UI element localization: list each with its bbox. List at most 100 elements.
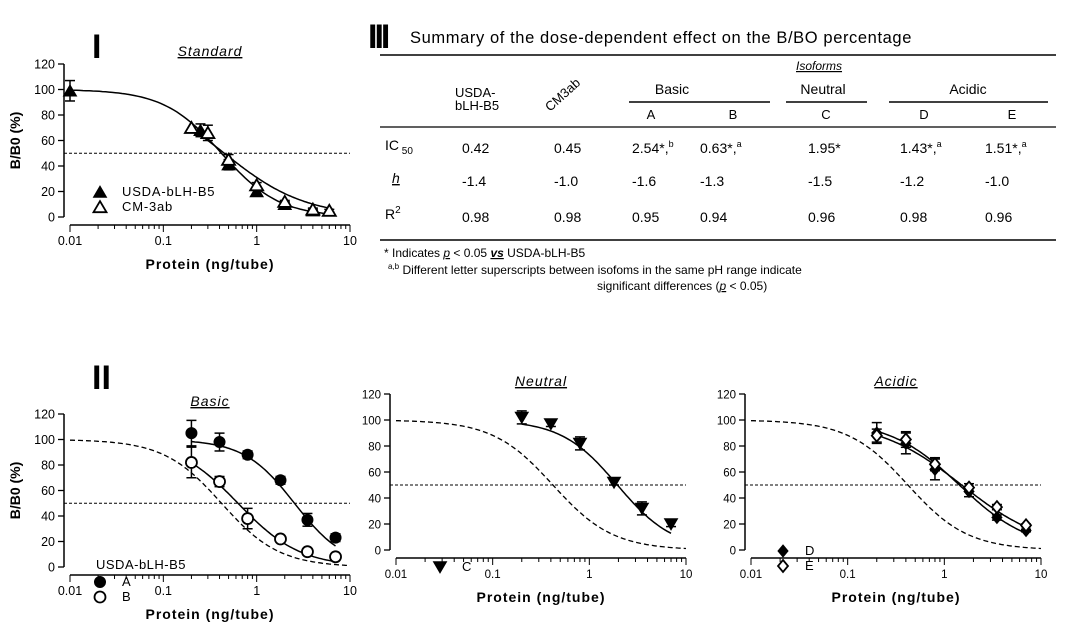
- table-cell: -1.5: [808, 173, 832, 189]
- data-point: [329, 550, 342, 564]
- chart-standard: 0 20 40 60 80 100 120 0.01 0.1 1 10 Protein (ng/tub…: [7, 43, 357, 272]
- table-cell: 0.96: [985, 209, 1012, 225]
- y-tick-label: 40: [723, 494, 736, 506]
- table-cell: 0.63*,a: [700, 139, 742, 156]
- data-point: [93, 590, 107, 604]
- data-point: [199, 125, 216, 139]
- y-tick-label: 40: [41, 160, 55, 174]
- row-label: h: [392, 170, 400, 186]
- x-tick-label: 1: [941, 569, 947, 581]
- table-cell: 1.43*,a: [900, 139, 942, 156]
- x-tick-label: 1: [253, 584, 260, 598]
- x-tick-label: 10: [680, 569, 693, 581]
- y-tick-label: 0: [48, 211, 55, 225]
- y-tick-label: 120: [34, 58, 55, 72]
- fit-curve: [521, 423, 672, 534]
- x-tick-label: 0.01: [385, 569, 407, 581]
- data-point: [91, 199, 109, 214]
- y-tick-label: 80: [723, 442, 736, 454]
- table-cell: 0.94: [700, 209, 727, 225]
- y-tick-label: 60: [368, 468, 381, 480]
- fit-curve: [876, 434, 1027, 528]
- legend-header: USDA-bLH-B5: [96, 557, 186, 572]
- table-cell: 1.95*: [808, 140, 841, 156]
- data-point: [663, 518, 679, 531]
- data-point: [92, 185, 108, 198]
- data-point: [543, 418, 559, 431]
- y-tick-label: 60: [41, 484, 55, 498]
- col-header-E: E: [1008, 107, 1017, 122]
- col-header-A: A: [647, 107, 656, 122]
- fit-curve: [876, 430, 1027, 534]
- table-cell: -1.0: [554, 173, 578, 189]
- table-cell: -1.3: [700, 173, 724, 189]
- col-header-usda-line2: bLH-B5: [455, 98, 499, 113]
- data-point: [928, 456, 942, 472]
- footnote-significance: * Indicates p < 0.05 vs USDA-bLH-B5: [384, 246, 585, 260]
- col-header-C: C: [821, 107, 830, 122]
- legend-label: B: [122, 589, 131, 604]
- chart-title: Basic: [190, 393, 229, 409]
- table-cell: 0.98: [900, 209, 927, 225]
- summary-table: Summary of the dose-dependent effect on …: [380, 29, 1056, 293]
- data-point: [899, 432, 913, 447]
- table-cell: -1.2: [900, 173, 924, 189]
- x-tick-label: 10: [343, 584, 357, 598]
- data-point: [274, 474, 287, 487]
- y-tick-label: 20: [41, 185, 55, 199]
- data-point: [991, 510, 1003, 525]
- data-point: [183, 120, 200, 134]
- col-header-B: B: [729, 107, 738, 122]
- data-point: [213, 475, 226, 488]
- legend-label: CM-3ab: [122, 199, 173, 214]
- y-tick-label: 40: [41, 510, 55, 524]
- x-tick-label: 0.01: [58, 584, 82, 598]
- data-point: [94, 576, 106, 588]
- data-point: [62, 83, 78, 97]
- x-tick-label: 0.01: [58, 234, 82, 248]
- table-cell: 0.42: [462, 140, 489, 156]
- data-point: [634, 502, 650, 516]
- x-axis-label: Protein (ng/tube): [146, 256, 275, 272]
- legend-label: D: [805, 543, 815, 558]
- subgroup-neutral: Neutral: [800, 81, 845, 97]
- x-axis-label: Protein (ng/tube): [832, 589, 961, 605]
- data-point: [870, 428, 883, 444]
- panel-label-II: II: [92, 359, 111, 397]
- y-tick-label: 100: [34, 433, 55, 447]
- x-tick-label: 0.1: [155, 234, 172, 248]
- row-label: IC 50: [385, 137, 413, 157]
- reference-curve: [70, 439, 351, 567]
- data-point: [514, 411, 530, 425]
- y-tick-label: 100: [34, 83, 55, 97]
- y-tick-label: 80: [41, 109, 55, 123]
- reference-curve: [396, 420, 687, 550]
- col-header-D: D: [919, 107, 928, 122]
- y-tick-label: 100: [362, 416, 381, 428]
- table-cell: -1.6: [632, 173, 656, 189]
- data-point: [304, 201, 321, 216]
- chart-title: Acidic: [873, 373, 917, 389]
- y-axis-label: B/B0 (%): [7, 112, 23, 170]
- x-tick-label: 1: [586, 569, 592, 581]
- y-tick-label: 120: [717, 390, 736, 402]
- data-point: [220, 151, 237, 166]
- data-point: [776, 558, 790, 574]
- chart-title: Neutral: [515, 373, 567, 389]
- x-tick-label: 0.01: [740, 569, 762, 581]
- y-tick-label: 20: [41, 535, 55, 549]
- data-point: [572, 437, 588, 451]
- chart-neutral: 0 20 40 60 80 100 120 0.01 0.1 1 10 Protein (ng/tub…: [362, 373, 693, 605]
- table-title: Summary of the dose-dependent effect on …: [410, 29, 912, 47]
- x-tick-label: 10: [1035, 569, 1048, 581]
- table-cell: 0.95: [632, 209, 659, 225]
- reference-curve: [751, 420, 1042, 550]
- data-point: [301, 513, 314, 526]
- x-tick-label: 0.1: [840, 569, 856, 581]
- y-tick-label: 0: [730, 546, 736, 558]
- y-tick-label: 60: [723, 468, 736, 480]
- y-tick-label: 0: [48, 561, 55, 575]
- panel-label-I: I: [92, 28, 101, 66]
- data-point: [276, 194, 293, 208]
- y-tick-label: 20: [368, 520, 381, 532]
